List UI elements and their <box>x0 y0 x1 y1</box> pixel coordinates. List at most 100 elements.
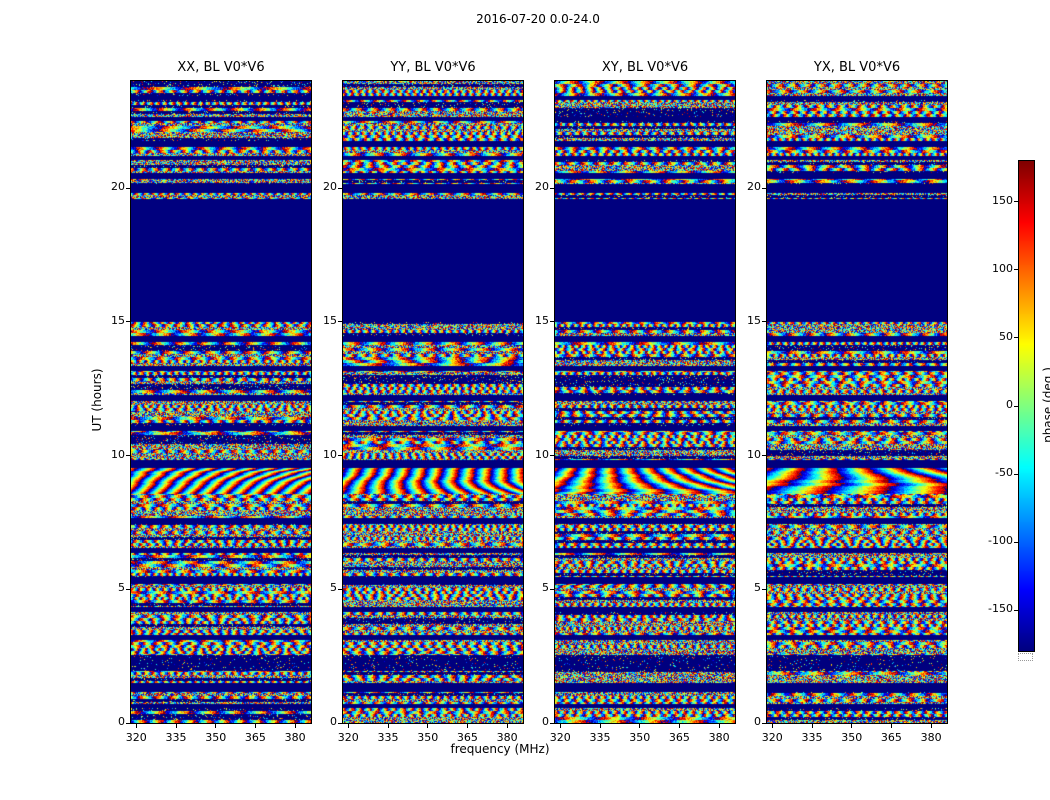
y-tick-mark <box>126 722 130 724</box>
y-tick-label: 15 <box>747 313 761 327</box>
heatmap-canvas-yx <box>767 81 947 723</box>
x-tick-label: 320 <box>337 731 359 744</box>
x-tick-mark <box>930 724 932 728</box>
y-tick-mark <box>126 588 130 590</box>
colorbar-tick-label: -50 <box>995 466 1013 480</box>
y-tick-label: 15 <box>323 313 337 327</box>
x-tick-mark <box>135 724 137 728</box>
x-tick-label: 365 <box>668 731 690 744</box>
colorbar-tick-mark <box>1014 609 1018 611</box>
x-tick-label: 335 <box>165 731 187 744</box>
x-tick-label: 365 <box>244 731 266 744</box>
heatmap-panel-xy: XY, BL V0*V6 320 335 350 365 380 0 5 10 15 20 <box>535 60 736 744</box>
colorbar-under-swatch <box>1018 653 1033 661</box>
y-tick-mark <box>550 588 554 590</box>
x-tick-label: 350 <box>205 731 227 744</box>
x-tick-label: 350 <box>417 731 439 744</box>
y-tick-mark <box>550 722 554 724</box>
y-tick-mark <box>550 455 554 456</box>
x-tick-mark <box>387 724 389 728</box>
y-tick-label: 10 <box>111 447 125 461</box>
x-tick-label: 380 <box>920 731 942 744</box>
x-axis-label: frequency (MHz) <box>450 742 550 756</box>
y-tick-mark <box>762 588 766 590</box>
x-tick-mark <box>254 724 256 728</box>
x-tick-label: 335 <box>801 731 823 744</box>
y-tick-label: 20 <box>535 180 549 193</box>
x-tick-label: 320 <box>761 731 783 744</box>
y-tick-mark <box>762 321 766 323</box>
heatmap-canvas-yy <box>343 81 523 723</box>
heatmap-canvas-xy <box>555 81 735 723</box>
y-tick-mark <box>338 722 342 724</box>
y-tick-label: 10 <box>323 447 337 461</box>
x-tick-label: 380 <box>708 731 730 744</box>
heatmap-panel-yy: YY, BL V0*V6 320 335 350 365 380 0 5 10 15 20 <box>323 60 524 744</box>
y-tick-mark <box>550 321 554 323</box>
colorbar-tick-mark <box>1014 337 1018 339</box>
x-tick-mark <box>599 724 601 728</box>
y-tick-mark <box>338 588 342 590</box>
y-tick-mark <box>126 187 130 189</box>
colorbar-tick-label: 150 <box>992 193 1013 207</box>
colorbar-tick-label: 100 <box>992 261 1013 275</box>
y-tick-mark <box>762 455 766 456</box>
colorbar-canvas <box>1019 161 1034 651</box>
y-tick-label: 20 <box>111 180 125 193</box>
x-tick-mark <box>466 724 468 728</box>
y-tick-label: 20 <box>323 180 337 193</box>
x-tick-mark <box>215 724 217 728</box>
x-tick-mark <box>175 724 177 728</box>
x-tick-label: 365 <box>880 731 902 744</box>
x-tick-mark <box>851 724 853 728</box>
x-tick-mark <box>890 724 892 728</box>
y-tick-label: 0 <box>330 715 337 728</box>
x-tick-mark <box>347 724 349 728</box>
colorbar-tick-label: 50 <box>999 329 1013 343</box>
y-tick-mark <box>338 187 342 189</box>
colorbar-tick-mark <box>1014 405 1018 407</box>
x-tick-mark <box>678 724 680 728</box>
x-tick-label: 335 <box>589 731 611 744</box>
y-tick-label: 20 <box>747 180 761 193</box>
x-tick-mark <box>427 724 429 728</box>
x-tick-mark <box>294 724 296 728</box>
y-tick-label: 5 <box>542 581 549 595</box>
y-tick-mark <box>126 321 130 323</box>
colorbar-label: phase (deg.) <box>1041 367 1050 443</box>
panel-title-xy: XY, BL V0*V6 <box>601 60 689 75</box>
x-tick-label: 350 <box>629 731 651 744</box>
colorbar: 150 100 50 0 -50 -100 -150 <box>988 160 1035 661</box>
x-tick-mark <box>559 724 561 728</box>
x-tick-label: 320 <box>549 731 571 744</box>
x-tick-label: 350 <box>841 731 863 744</box>
x-tick-mark <box>718 724 720 728</box>
y-tick-mark <box>762 722 766 724</box>
x-tick-mark <box>639 724 641 728</box>
y-tick-mark <box>338 455 342 456</box>
y-tick-label: 0 <box>754 715 761 728</box>
y-tick-label: 5 <box>118 581 125 595</box>
colorbar-tick-label: -150 <box>988 602 1013 616</box>
y-tick-label: 15 <box>111 313 125 327</box>
y-tick-mark <box>338 321 342 323</box>
panel-title-yx: YX, BL V0*V6 <box>813 60 901 75</box>
x-tick-mark <box>506 724 508 728</box>
y-tick-label: 0 <box>118 715 125 728</box>
y-tick-label: 10 <box>747 447 761 461</box>
colorbar-tick-mark <box>1014 201 1018 203</box>
y-tick-label: 15 <box>535 313 549 327</box>
x-tick-label: 380 <box>496 731 518 744</box>
colorbar-tick-label: 0 <box>1006 398 1013 411</box>
y-tick-mark <box>126 455 130 456</box>
x-tick-label: 320 <box>125 731 147 744</box>
x-tick-mark <box>771 724 773 728</box>
x-tick-mark <box>811 724 813 728</box>
figure-title: 2016-07-20 0.0-24.0 <box>476 12 600 26</box>
colorbar-tick-mark <box>1014 541 1018 543</box>
panel-title-yy: YY, BL V0*V6 <box>390 60 476 75</box>
y-tick-label: 5 <box>330 581 337 595</box>
colorbar-tick-label: -100 <box>988 534 1013 548</box>
y-tick-mark <box>762 187 766 189</box>
y-axis-label: UT (hours) <box>90 368 104 432</box>
